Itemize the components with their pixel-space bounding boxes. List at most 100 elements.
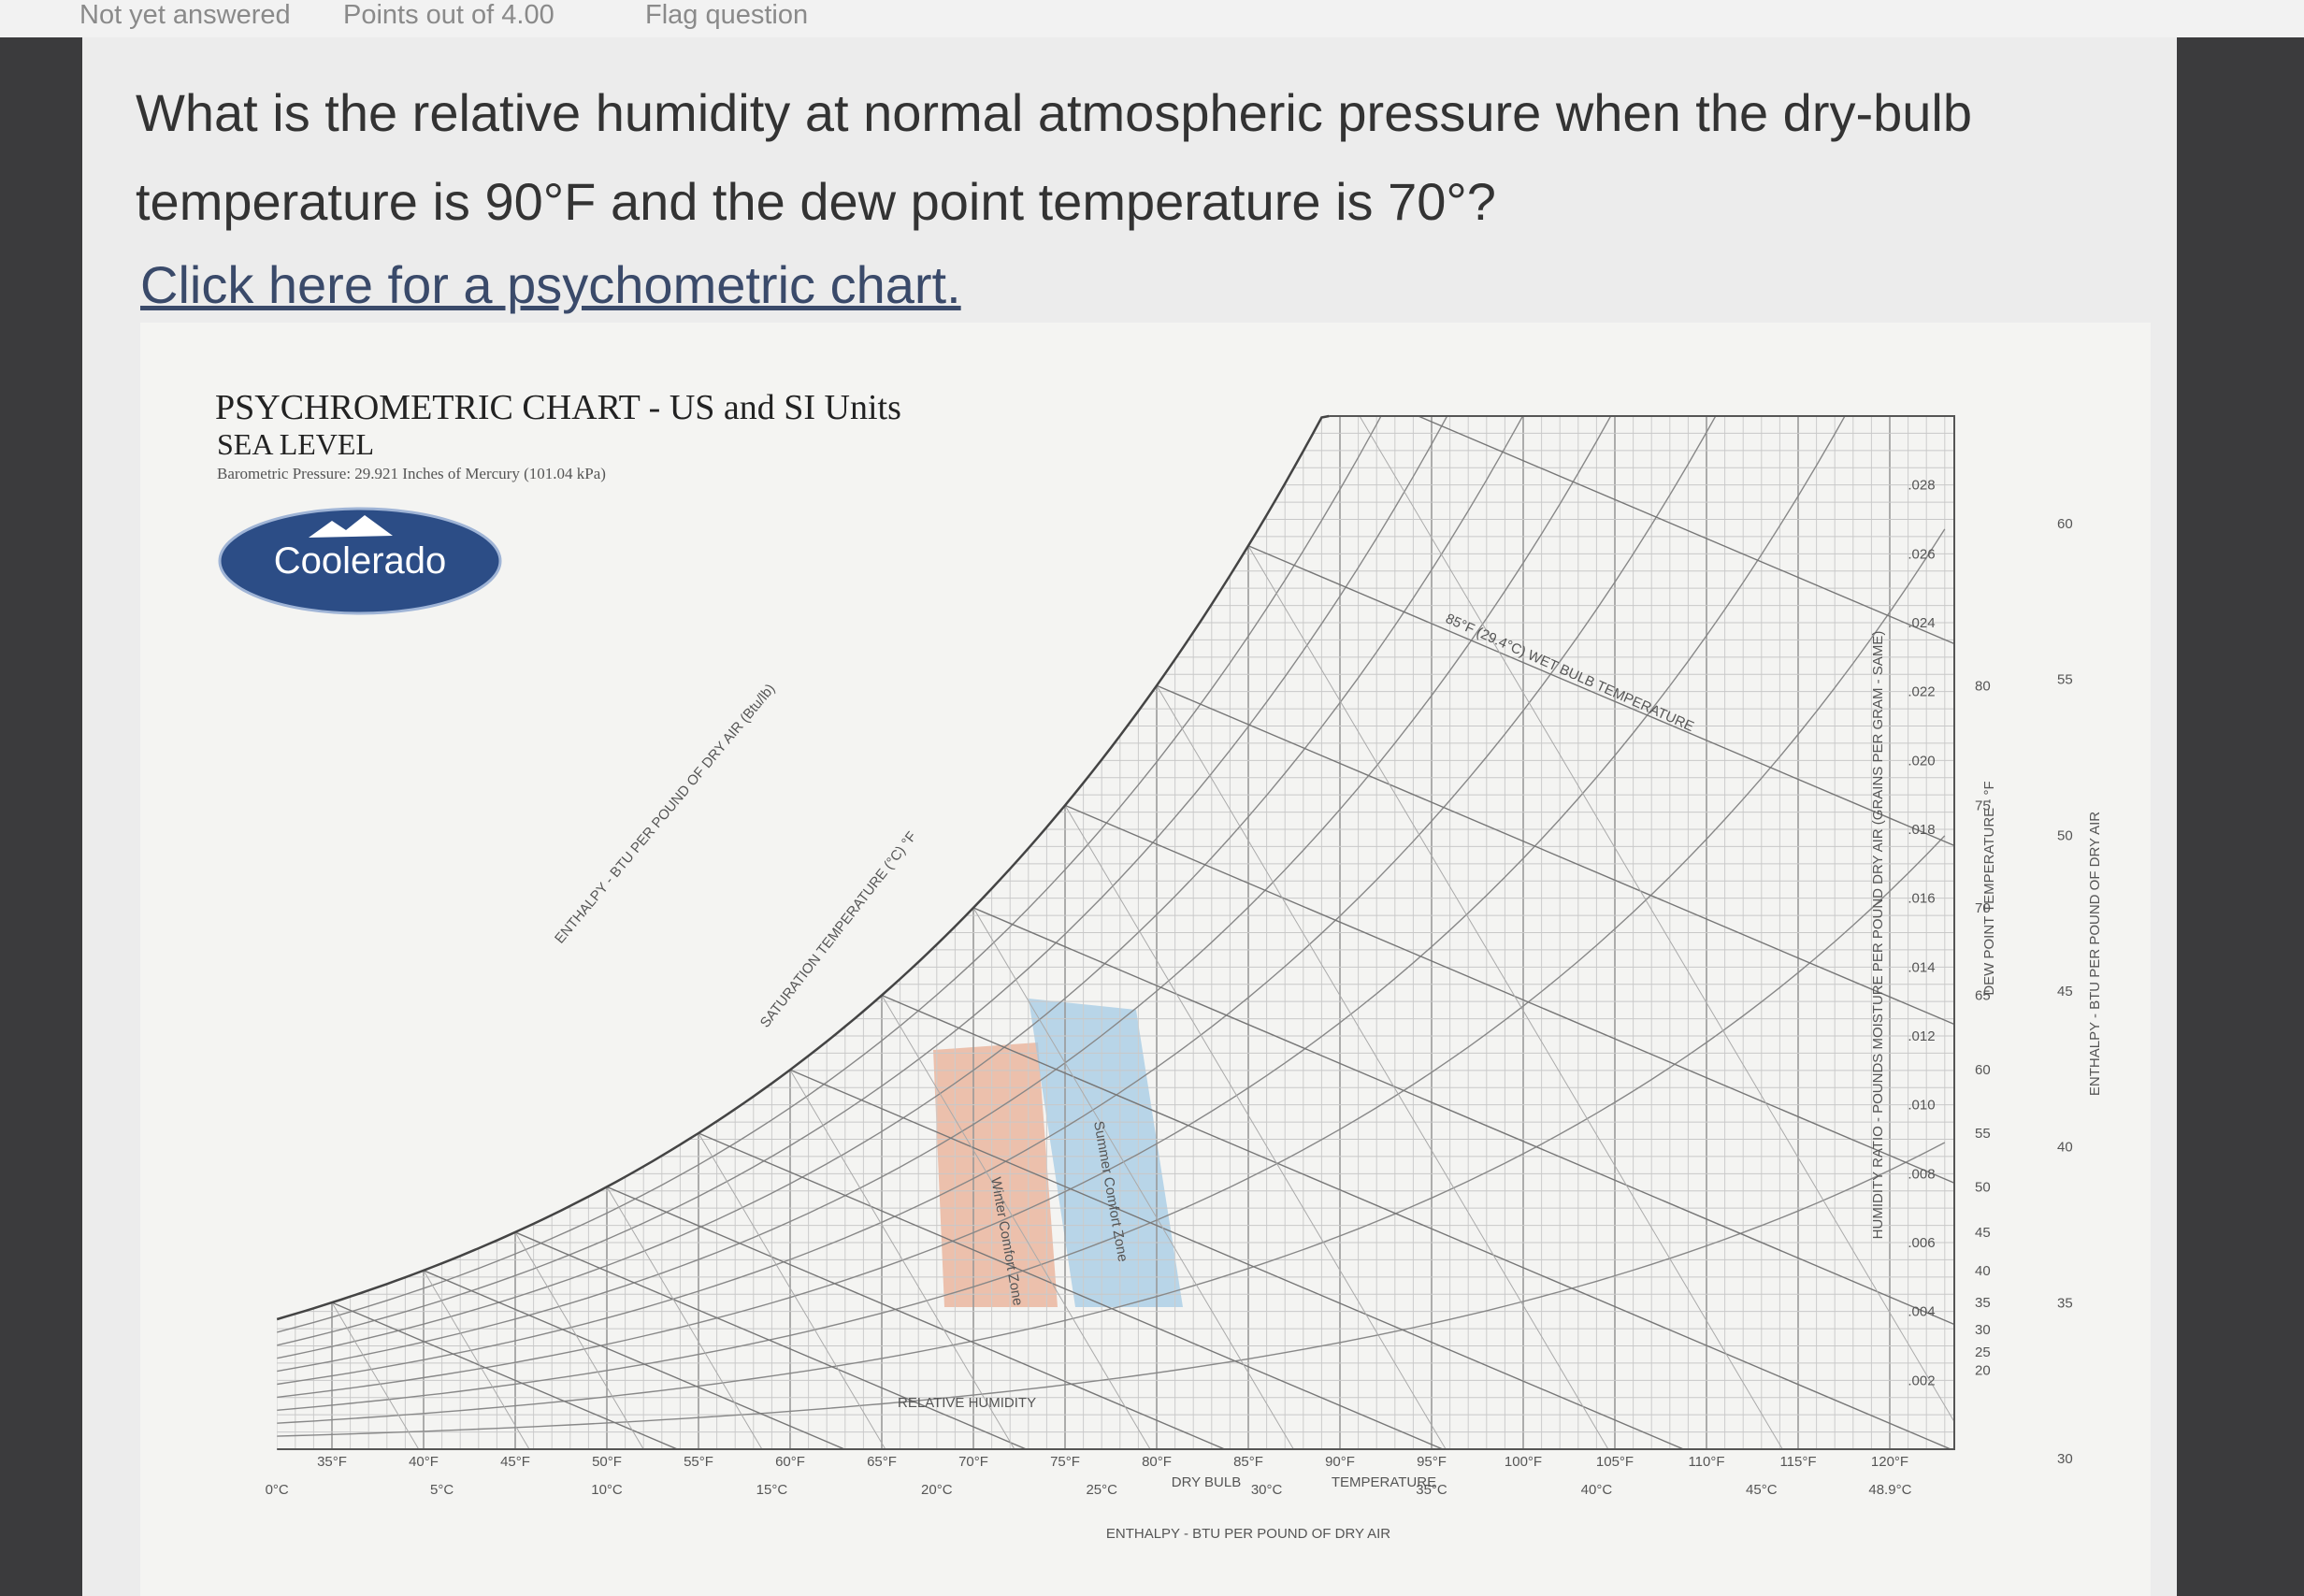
volume-line [1339,416,1955,1449]
logo-text: Coolerado [274,540,447,582]
dry-bulb-f-label: 110°F [1688,1454,1724,1470]
humidity-ratio-label: .008 [1908,1166,1935,1182]
dry-bulb-c-label: 15°C [756,1482,788,1498]
enthalpy-scale-label: 60 [2057,516,2073,532]
dry-bulb-f-label: 80°F [1142,1454,1172,1470]
rh-label: RELATIVE HUMIDITY [898,1395,1036,1411]
volume-line [789,1069,1015,1449]
dry-bulb-c-label: 0°C [266,1482,289,1498]
humidity-ratio-label: .016 [1908,891,1935,907]
chart-border [277,415,1955,1450]
volume-line [1156,684,1609,1449]
chart-link[interactable]: Click here for a psychometric chart. [140,255,961,314]
dew-point-label: 50 [1975,1179,1991,1195]
dry-bulb-c-label: 45°C [1746,1482,1778,1498]
chart-title: PSYCHROMETRIC CHART - US and SI Units [215,388,901,427]
dry-bulb-f-label: 100°F [1505,1454,1542,1470]
dry-bulb-f-label: 45°F [500,1454,530,1470]
wet-bulb-line [514,1231,1027,1449]
humidity-ratio-label: .024 [1908,615,1935,631]
wet-bulb-line [1247,545,1955,1449]
logo-badge [218,507,502,615]
dew-point-label: 80 [1975,678,1991,694]
dew-point-label: 75 [1975,798,1991,813]
volume-line [972,907,1294,1449]
rh-curve [277,1142,1946,1437]
dry-bulb-f-label: 85°F [1233,1454,1263,1470]
enthalpy-right-axis: ENTHALPY - BTU PER POUND OF DRY AIR [2087,812,2103,1096]
enthalpy-scale-label: 55 [2057,672,2073,688]
header-bar: Not yet answered Points out of 4.00 Flag… [0,0,2304,37]
volume-line [1064,805,1447,1449]
question-line: temperature is 90°F and the dew point te… [136,172,1496,231]
rh-curve [277,528,1946,1411]
rh-curve [277,416,1946,1386]
dry-bulb-c-label: 10°C [591,1482,623,1498]
dry-bulb-c-label: 30°C [1251,1482,1283,1498]
enthalpy-bottom-label: ENTHALPY - BTU PER POUND OF DRY AIR [1106,1526,1390,1542]
volume-line [606,1186,763,1449]
dry-bulb-f-label: 35°F [317,1454,347,1470]
enthalpy-scale-label: 45 [2057,984,2073,999]
humidity-ratio-label: .020 [1908,753,1935,769]
status: Not yet answered [79,0,291,30]
enthalpy-scale-label: 40 [2057,1140,2073,1156]
dry-bulb-f-label: 50°F [592,1454,622,1470]
rh-curve [277,416,1946,1333]
humidity-ratio-label: .014 [1908,959,1935,975]
dry-bulb-f-label: 115°F [1779,1454,1816,1470]
volume-line [1247,545,1783,1449]
wet-bulb-line [789,1069,1684,1449]
humidity-ratio-label: .018 [1908,822,1935,838]
dry-bulb-f-label: 60°F [775,1454,805,1470]
dry-bulb-c-label: 20°C [921,1482,953,1498]
volume-line [331,1301,420,1449]
humidity-ratio-label: .004 [1908,1304,1935,1320]
dry-bulb-f-label: 105°F [1596,1454,1634,1470]
volume-line [514,1231,644,1449]
enthalpy-scale-label: 35 [2057,1295,2073,1311]
dry-bulb-f-label: 120°F [1871,1454,1908,1470]
dry-bulb-f-label: 55°F [684,1454,713,1470]
dew-point-label: 70 [1975,900,1991,916]
humidity-ratio-axis: HUMIDITY RATIO - POUNDS MOISTURE PER POU… [1870,631,1886,1240]
dew-point-label: 20 [1975,1363,1991,1379]
dry-bulb-f-label: 40°F [409,1454,439,1470]
flag[interactable]: Flag question [645,0,809,30]
dry-bulb-c-label: 48.9°C [1868,1482,1911,1498]
humidity-ratio-label: .028 [1908,478,1935,494]
volume-line [423,1270,530,1449]
dew-point-label: 65 [1975,988,1991,1004]
dry-bulb-c-label: 35°C [1416,1482,1447,1498]
dry-bulb-label: DRY BULB [1172,1474,1241,1490]
winter-comfort-zone [933,1042,1058,1307]
pressure-note: Barometric Pressure: 29.921 Inches of Me… [217,465,606,482]
question-line: What is the relative humidity at normal … [136,83,1972,142]
wet-bulb-line [1339,416,1955,1449]
wet-bulb-line [606,1186,1225,1449]
volume-line [698,1132,886,1449]
wet-bulb-line [972,907,1955,1449]
dew-point-label: 60 [1975,1062,1991,1078]
rh-curve [277,416,1946,1373]
dry-bulb-f-label: 95°F [1417,1454,1447,1470]
dry-bulb-f-label: 75°F [1050,1454,1080,1470]
humidity-ratio-label: .002 [1908,1373,1935,1388]
logo-mountains [309,515,393,538]
wet-bulb-line [881,994,1951,1449]
wet-bulb-line [1156,684,1955,1449]
saturation-curve [276,414,1330,1321]
enthalpy-scale-label: 30 [2057,1451,2073,1467]
humidity-ratio-label: .022 [1908,684,1935,700]
dry-bulb-c-label: 5°C [430,1482,454,1498]
rh-curve [277,416,1946,1346]
wet-bulb-line [1064,804,1955,1449]
humidity-ratio-label: .012 [1908,1028,1935,1044]
chart-subtitle: SEA LEVEL [217,427,374,461]
dry-bulb-c-label: 25°C [1086,1482,1117,1498]
dew-point-label: 45 [1975,1225,1991,1241]
